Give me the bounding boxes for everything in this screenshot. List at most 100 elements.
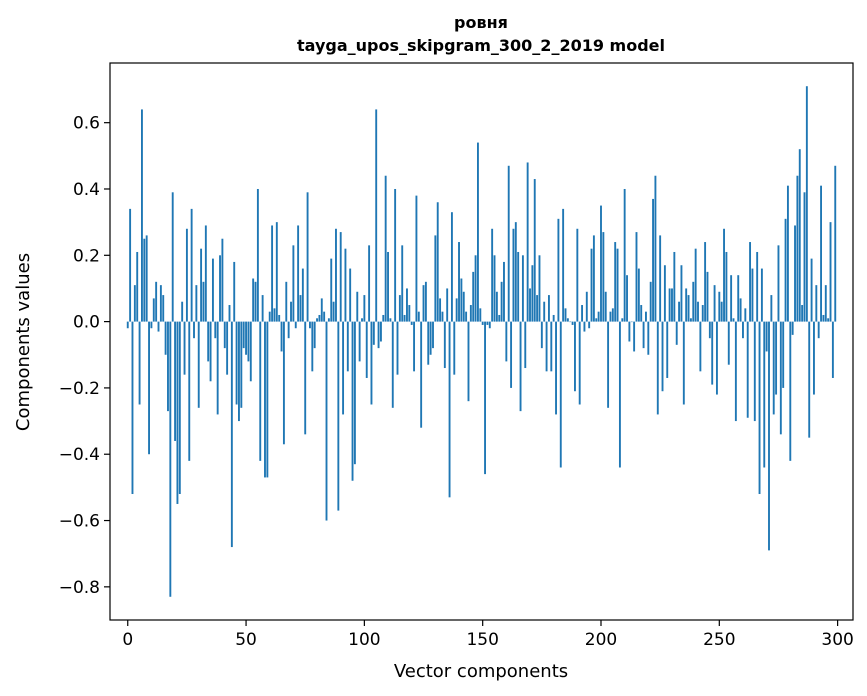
bar-243 xyxy=(701,305,704,322)
bar-7 xyxy=(143,238,146,322)
bar-196 xyxy=(590,248,593,322)
bar-3 xyxy=(133,285,136,322)
bar-182 xyxy=(557,218,560,322)
bar-283 xyxy=(796,175,799,322)
bar-133 xyxy=(441,311,444,322)
bar-38 xyxy=(216,321,219,415)
bar-148 xyxy=(477,142,479,322)
bar-70 xyxy=(292,245,295,322)
bar-220 xyxy=(647,321,650,355)
bar-152 xyxy=(486,321,489,325)
bar-62 xyxy=(273,308,276,322)
bar-288 xyxy=(808,321,811,438)
bar-40 xyxy=(221,238,224,322)
bar-234 xyxy=(680,265,683,322)
bar-34 xyxy=(207,321,210,362)
bar-115 xyxy=(398,295,401,322)
bar-102 xyxy=(368,245,371,322)
bar-287 xyxy=(805,86,808,322)
bar-286 xyxy=(803,192,806,322)
bar-232 xyxy=(675,321,678,345)
bar-45 xyxy=(233,261,236,322)
bar-109 xyxy=(384,175,387,322)
bar-139 xyxy=(455,298,458,322)
bar-279 xyxy=(786,185,789,322)
bar-18 xyxy=(169,321,172,597)
bar-226 xyxy=(661,321,664,392)
bar-212 xyxy=(628,321,631,342)
bar-216 xyxy=(637,268,640,322)
bar-239 xyxy=(692,281,695,322)
bar-274 xyxy=(775,321,778,395)
bar-87 xyxy=(332,301,335,322)
x-tick-label: 0 xyxy=(122,630,133,650)
bar-221 xyxy=(649,281,652,322)
bar-297 xyxy=(829,222,832,322)
bar-229 xyxy=(668,288,671,322)
bar-247 xyxy=(711,321,714,385)
bar-141 xyxy=(460,278,463,322)
bar-179 xyxy=(550,321,553,372)
bar-242 xyxy=(699,321,702,372)
bar-76 xyxy=(306,192,309,322)
bar-127 xyxy=(427,321,430,365)
bar-209 xyxy=(621,318,624,322)
bar-49 xyxy=(242,321,245,349)
bar-193 xyxy=(583,321,586,332)
bar-292 xyxy=(817,321,820,339)
bar-55 xyxy=(256,188,259,322)
bar-39 xyxy=(219,255,221,322)
bar-172 xyxy=(533,179,536,322)
bar-165 xyxy=(517,251,520,322)
bar-275 xyxy=(777,245,780,322)
bar-240 xyxy=(694,248,697,322)
bar-194 xyxy=(585,291,588,322)
bar-224 xyxy=(656,321,659,415)
bar-69 xyxy=(290,301,292,322)
bar-204 xyxy=(609,311,612,322)
bar-98 xyxy=(358,321,361,362)
bar-80 xyxy=(316,318,318,322)
bar-106 xyxy=(377,321,380,349)
bar-2 xyxy=(131,321,134,495)
bar-132 xyxy=(439,298,442,322)
bar-233 xyxy=(678,301,681,322)
bar-155 xyxy=(493,255,496,322)
bar-199 xyxy=(597,311,600,322)
x-tick-label: 50 xyxy=(235,630,257,650)
bar-113 xyxy=(394,188,397,322)
bar-53 xyxy=(252,278,255,322)
bar-17 xyxy=(167,321,169,412)
bar-163 xyxy=(512,228,515,322)
bar-174 xyxy=(538,255,541,322)
x-axis: 0 50 100 150 200 250 300 xyxy=(122,620,854,650)
bar-101 xyxy=(365,321,368,378)
bar-61 xyxy=(271,225,274,322)
bar-31 xyxy=(200,248,203,322)
bar-168 xyxy=(524,321,527,369)
bar-270 xyxy=(765,321,768,352)
bar-192 xyxy=(581,305,584,322)
bar-253 xyxy=(725,251,728,322)
bar-24 xyxy=(183,321,186,375)
bar-280 xyxy=(789,321,792,461)
bar-79 xyxy=(313,321,316,349)
bar-166 xyxy=(519,321,522,412)
bar-144 xyxy=(467,321,470,402)
bar-214 xyxy=(633,321,636,352)
bar-150 xyxy=(481,321,484,325)
bar-205 xyxy=(611,308,614,322)
bar-222 xyxy=(652,198,654,322)
bar-262 xyxy=(746,321,749,418)
bar-118 xyxy=(406,288,408,322)
bar-246 xyxy=(708,321,711,339)
bar-164 xyxy=(514,222,517,322)
bar-15 xyxy=(162,295,165,322)
bar-251 xyxy=(720,301,723,322)
bar-252 xyxy=(723,228,725,322)
bar-57 xyxy=(261,295,264,322)
bar-186 xyxy=(566,318,569,322)
bar-10 xyxy=(150,321,153,329)
bar-298 xyxy=(831,321,834,378)
